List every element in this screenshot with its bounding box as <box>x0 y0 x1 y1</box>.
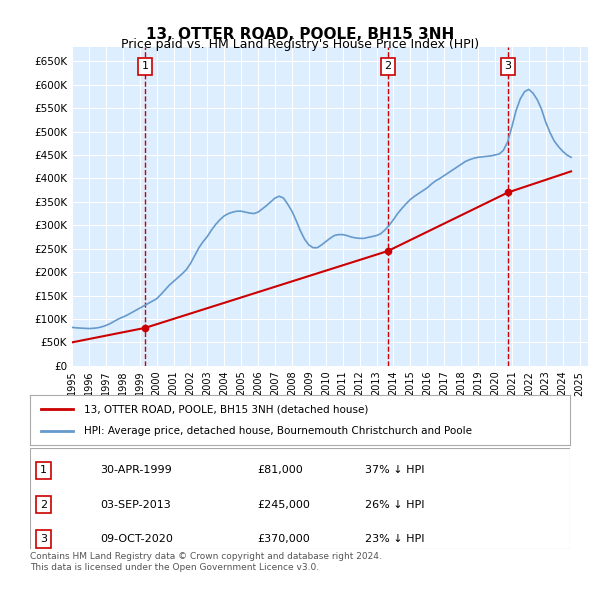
Point <box>140 323 150 333</box>
Text: £245,000: £245,000 <box>257 500 310 510</box>
Text: 03-SEP-2013: 03-SEP-2013 <box>100 500 171 510</box>
Text: Price paid vs. HM Land Registry's House Price Index (HPI): Price paid vs. HM Land Registry's House … <box>121 38 479 51</box>
Text: 2: 2 <box>40 500 47 510</box>
Point <box>383 246 392 255</box>
Text: 3: 3 <box>40 534 47 543</box>
Text: 13, OTTER ROAD, POOLE, BH15 3NH: 13, OTTER ROAD, POOLE, BH15 3NH <box>146 27 454 41</box>
Text: HPI: Average price, detached house, Bournemouth Christchurch and Poole: HPI: Average price, detached house, Bour… <box>84 427 472 437</box>
Text: 26% ↓ HPI: 26% ↓ HPI <box>365 500 424 510</box>
Text: Contains HM Land Registry data © Crown copyright and database right 2024.: Contains HM Land Registry data © Crown c… <box>30 552 382 560</box>
Text: 13, OTTER ROAD, POOLE, BH15 3NH (detached house): 13, OTTER ROAD, POOLE, BH15 3NH (detache… <box>84 404 368 414</box>
Text: 23% ↓ HPI: 23% ↓ HPI <box>365 534 424 543</box>
Text: 1: 1 <box>142 61 149 71</box>
Text: 2: 2 <box>384 61 391 71</box>
Text: 1: 1 <box>40 466 47 476</box>
Text: 09-OCT-2020: 09-OCT-2020 <box>100 534 173 543</box>
Text: £81,000: £81,000 <box>257 466 302 476</box>
Point <box>503 188 513 197</box>
Text: 37% ↓ HPI: 37% ↓ HPI <box>365 466 424 476</box>
Text: £370,000: £370,000 <box>257 534 310 543</box>
Text: 30-APR-1999: 30-APR-1999 <box>100 466 172 476</box>
Text: This data is licensed under the Open Government Licence v3.0.: This data is licensed under the Open Gov… <box>30 563 319 572</box>
Text: 3: 3 <box>505 61 511 71</box>
